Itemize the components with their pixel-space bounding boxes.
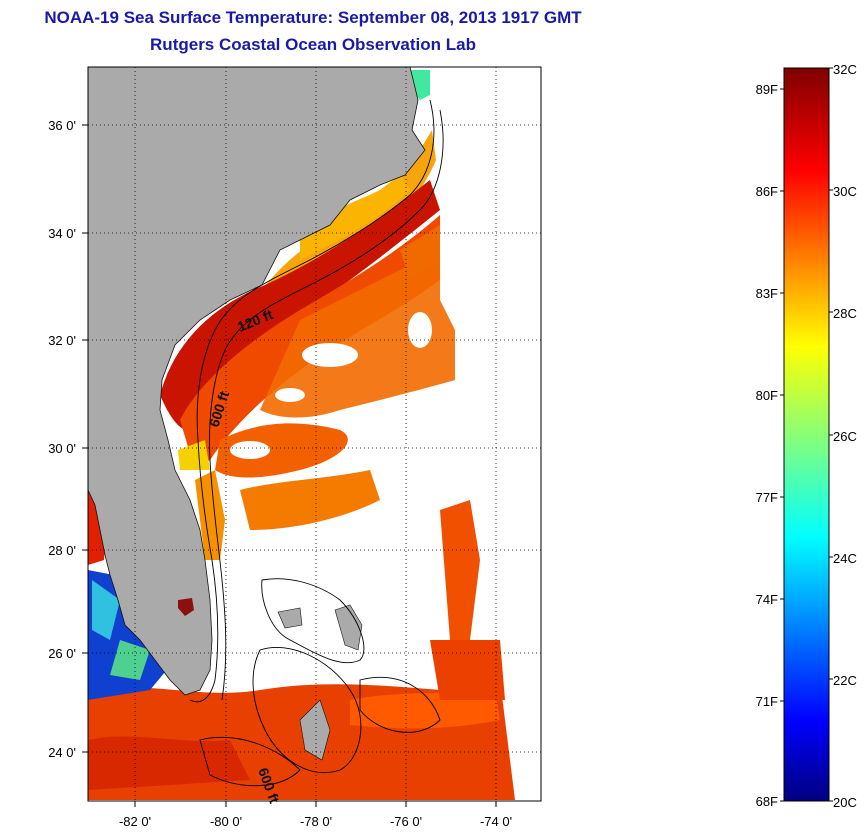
map-frame xyxy=(87,66,542,802)
sst-map: -82 0' -80 0' -78 0' -76 0' -74 0' 36 0'… xyxy=(48,66,542,829)
lat-tick-label: 24 0' xyxy=(48,745,76,760)
colorbar-c-label: 20C xyxy=(833,795,857,810)
lon-tick-label: -80 0' xyxy=(210,814,242,829)
lon-tick-label: -76 0' xyxy=(390,814,422,829)
colorbar-c-label: 28C xyxy=(833,306,857,321)
depth-contours xyxy=(189,99,444,787)
colorbar-f-label: 77F xyxy=(756,490,778,505)
map-title: NOAA-19 Sea Surface Temperature: Septemb… xyxy=(44,8,582,27)
lon-tick-label: -78 0' xyxy=(300,814,332,829)
colorbar-f-label: 83F xyxy=(756,286,778,301)
land-layer xyxy=(88,67,426,761)
colorbar-c-label: 24C xyxy=(833,551,857,566)
colorbar-f-label: 74F xyxy=(756,592,778,607)
colorbar-c-label: 32C xyxy=(833,62,857,77)
lat-tick-label: 36 0' xyxy=(48,118,76,133)
sst-data-layer xyxy=(88,70,515,800)
lake-okeechobee xyxy=(178,598,194,616)
colorbar-f-label: 71F xyxy=(756,694,778,709)
lat-tick-label: 26 0' xyxy=(48,646,76,661)
colorbar-gradient xyxy=(783,67,830,802)
lat-tick-label: 32 0' xyxy=(48,333,76,348)
colorbar-f-label: 80F xyxy=(756,388,778,403)
map-subtitle: Rutgers Coastal Ocean Observation Lab xyxy=(150,35,476,54)
lat-tick-label: 30 0' xyxy=(48,441,76,456)
axis-ticks xyxy=(82,124,497,807)
lon-tick-label: -74 0' xyxy=(480,814,512,829)
colorbar-f-label: 89F xyxy=(756,82,778,97)
lat-tick-label: 34 0' xyxy=(48,226,76,241)
colorbar-c-label: 22C xyxy=(833,673,857,688)
lat-tick-label: 28 0' xyxy=(48,543,76,558)
colorbar-c-label: 26C xyxy=(833,429,857,444)
lon-tick-label: -82 0' xyxy=(119,814,151,829)
colorbar-f-label: 68F xyxy=(756,794,778,809)
colorbar-f-label: 86F xyxy=(756,184,778,199)
colorbar-c-label: 30C xyxy=(833,184,857,199)
